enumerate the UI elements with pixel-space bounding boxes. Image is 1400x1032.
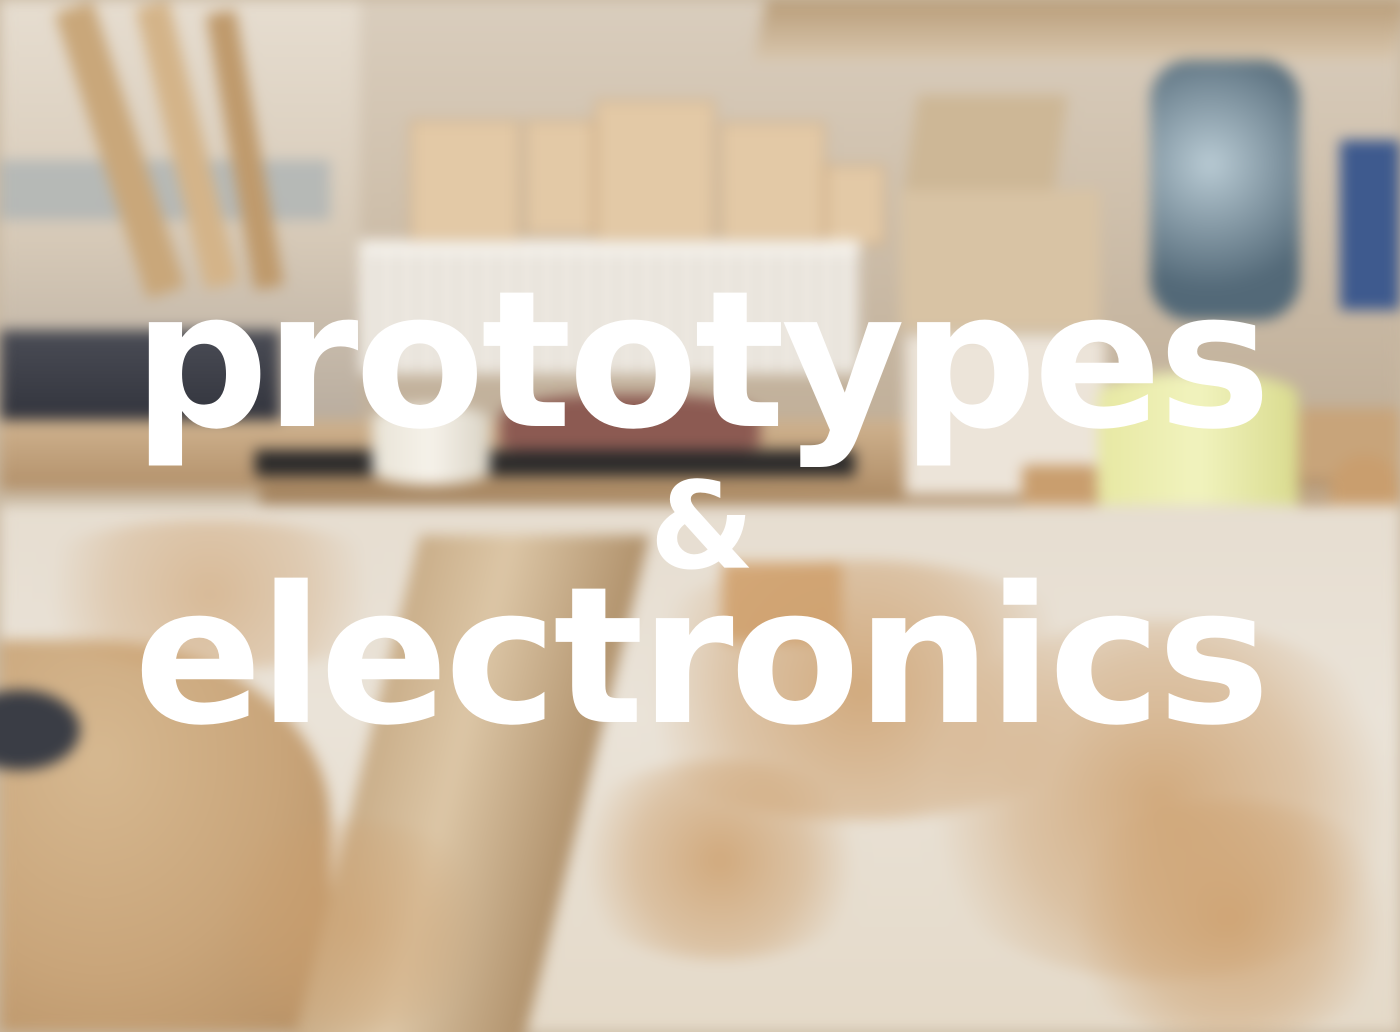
stacked-box (595, 100, 715, 240)
wall-stripe (0, 160, 330, 220)
stacked-box (525, 120, 595, 235)
red-rag (500, 395, 760, 450)
sawdust (560, 760, 880, 960)
stacked-box (410, 120, 520, 240)
cardboard-box-lid (902, 95, 1068, 205)
mitre-saw (1150, 60, 1300, 320)
stacked-box (720, 122, 825, 240)
sawdust (0, 520, 420, 670)
sawdust (200, 820, 500, 1030)
cardboard-box (900, 190, 1100, 330)
blue-sign (1340, 140, 1400, 310)
masking-tape-roll (372, 405, 490, 485)
sawdust (1050, 800, 1400, 1032)
ceiling-beam (753, 0, 1400, 60)
white-basket (360, 240, 860, 374)
stacked-box (825, 165, 885, 245)
metal-rail (255, 450, 855, 476)
